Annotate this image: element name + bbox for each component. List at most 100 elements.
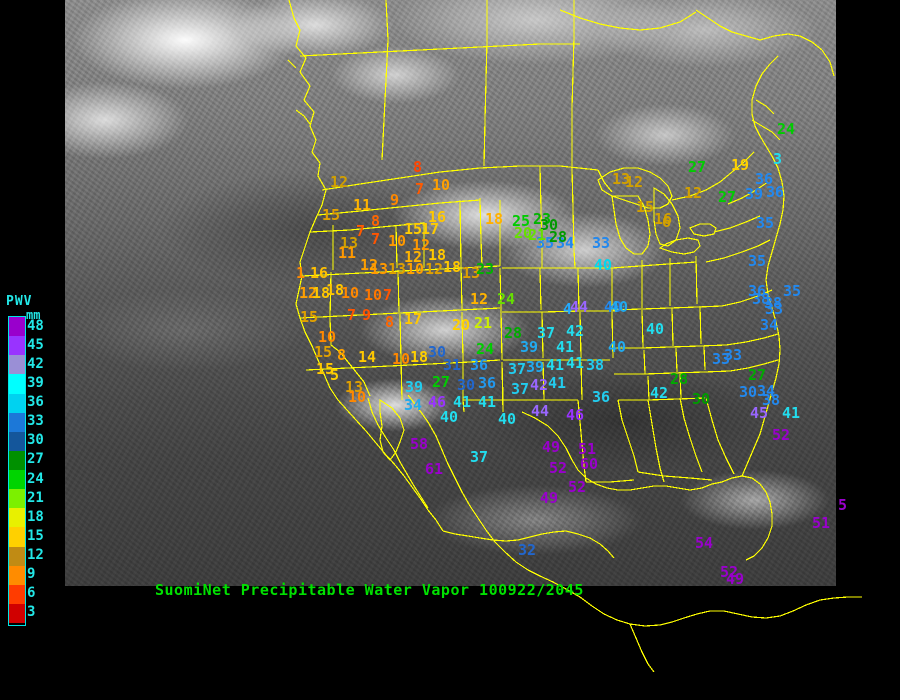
station-pwv-value: 30 xyxy=(428,343,447,361)
station-pwv-value: 15 xyxy=(300,308,319,326)
station-pwv-value: 9 xyxy=(390,191,400,209)
colorbar-swatch-45 xyxy=(9,336,25,356)
station-pwv-value: 10 xyxy=(348,388,367,406)
station-pwv-value: 19 xyxy=(731,156,750,174)
station-pwv-value: 10 xyxy=(406,260,425,278)
station-pwv-value: 35 xyxy=(756,214,775,232)
station-pwv-value: 10 xyxy=(318,328,337,346)
colorbar-swatch-48 xyxy=(9,317,25,337)
station-pwv-value: 5 xyxy=(330,366,340,384)
colorbar-swatch-27 xyxy=(9,450,25,470)
station-pwv-value: 15 xyxy=(636,198,655,216)
station-pwv-value: 18 xyxy=(326,281,345,299)
station-pwv-value: 27 xyxy=(748,366,767,384)
station-pwv-value: 41 xyxy=(548,374,567,392)
station-pwv-value: 37 xyxy=(508,360,527,378)
station-pwv-value: 10 xyxy=(341,284,360,302)
station-pwv-value: 13 xyxy=(462,264,481,282)
station-pwv-value: 36 xyxy=(748,282,767,300)
station-pwv-value: 37 xyxy=(537,324,556,342)
colorbar-unit: mm xyxy=(26,308,41,322)
station-pwv-value: 12 xyxy=(299,284,318,302)
colorbar-tick-label-33: 33 xyxy=(27,413,44,430)
station-pwv-value: 36 xyxy=(470,356,489,374)
station-pwv-value: 49 xyxy=(542,438,561,456)
station-pwv-value: 18 xyxy=(485,210,504,228)
product-title: SuomiNet Precipitable Water Vapor 100922… xyxy=(155,581,584,599)
station-pwv-value: 52 xyxy=(568,478,587,496)
colorbar-tick-label-39: 39 xyxy=(27,374,44,391)
station-pwv-value: 28 xyxy=(504,324,523,342)
station-pwv-value: 44 xyxy=(570,298,589,316)
station-pwv-value: 24 xyxy=(777,120,796,138)
station-pwv-value: 41 xyxy=(556,338,575,356)
station-pwv-value: 12 xyxy=(684,184,703,202)
colorbar-tick-label-48: 48 xyxy=(27,317,44,334)
station-pwv-value: 15 xyxy=(404,220,423,238)
station-pwv-value: 34 xyxy=(404,396,423,414)
station-pwv-value: 46 xyxy=(566,406,585,424)
station-pwv-value: 12 xyxy=(470,290,489,308)
station-pwv-value: 13 xyxy=(612,170,631,188)
station-pwv-value: 6 xyxy=(662,213,672,231)
station-pwv-value: 17 xyxy=(404,310,423,328)
colorbar-tick-label-3: 3 xyxy=(27,604,36,621)
station-pwv-value: 39 xyxy=(405,378,424,396)
station-pwv-value: 38 xyxy=(586,356,605,374)
station-pwv-value: 27 xyxy=(432,373,451,391)
station-pwv-value: 52 xyxy=(720,563,739,581)
station-pwv-value: 18 xyxy=(443,258,462,276)
station-pwv-value: 13 xyxy=(388,260,407,278)
colorbar-tick-label-24: 24 xyxy=(27,470,44,487)
station-pwv-value: 40 xyxy=(610,298,629,316)
colorbar-swatch-12 xyxy=(9,546,25,566)
station-pwv-value: 36 xyxy=(478,374,497,392)
colorbar-swatch-39 xyxy=(9,374,25,394)
station-pwv-value: 39 xyxy=(526,358,545,376)
colorbar-tick-label-12: 12 xyxy=(27,547,44,564)
station-pwv-value: 1 xyxy=(296,264,306,282)
station-pwv-value: 54 xyxy=(695,534,714,552)
colorbar-swatch-36 xyxy=(9,393,25,413)
station-pwv-value: 12 xyxy=(625,173,644,191)
station-pwv-value: 36 xyxy=(755,170,774,188)
station-pwv-value: 49 xyxy=(540,489,559,507)
station-pwv-value: 16 xyxy=(654,210,673,228)
station-pwv-value: 4 xyxy=(563,300,573,318)
station-pwv-value: 39 xyxy=(745,185,764,203)
station-pwv-value: 15 xyxy=(314,343,333,361)
station-pwv-value: 12 xyxy=(404,248,423,266)
station-pwv-value: 41 xyxy=(453,393,472,411)
colorbar-tick-label-30: 30 xyxy=(27,432,44,449)
station-pwv-value: 41 xyxy=(782,404,801,422)
satellite-noise-texture xyxy=(65,0,836,586)
station-pwv-value: 36 xyxy=(766,183,785,201)
station-pwv-value: 13 xyxy=(345,378,364,396)
station-pwv-value: 21 xyxy=(528,226,547,244)
station-pwv-value: 23 xyxy=(476,260,495,278)
station-pwv-value: 61 xyxy=(425,460,444,478)
station-pwv-value: 42 xyxy=(566,322,585,340)
station-pwv-value: 20 xyxy=(514,224,533,242)
station-pwv-value: 18 xyxy=(428,246,447,264)
colorbar-swatch-24 xyxy=(9,470,25,490)
station-pwv-value: 30 xyxy=(692,390,711,408)
station-pwv-value: 52 xyxy=(549,459,568,477)
station-pwv-value: 8 xyxy=(337,346,347,364)
station-pwv-value: 38 xyxy=(752,290,771,308)
station-pwv-value: 16 xyxy=(310,264,329,282)
station-pwv-value: 5 xyxy=(838,496,848,514)
station-pwv-value: 32 xyxy=(518,541,537,559)
station-pwv-value: 21 xyxy=(474,314,493,332)
station-pwv-value: 7 xyxy=(356,222,366,240)
colorbar-tick-label-9: 9 xyxy=(27,566,36,583)
station-pwv-value: 7 xyxy=(347,306,357,324)
station-pwv-value: 10 xyxy=(388,232,407,250)
station-pwv-value: 31 xyxy=(443,356,462,374)
station-pwv-value: 33 xyxy=(765,300,784,318)
station-pwv-value: 20 xyxy=(452,316,471,334)
station-pwv-value: 7 xyxy=(415,180,425,198)
colorbar-tick-label-18: 18 xyxy=(27,508,44,525)
colorbar-swatch-30 xyxy=(9,431,25,451)
colorbar-swatch-3 xyxy=(9,603,25,623)
